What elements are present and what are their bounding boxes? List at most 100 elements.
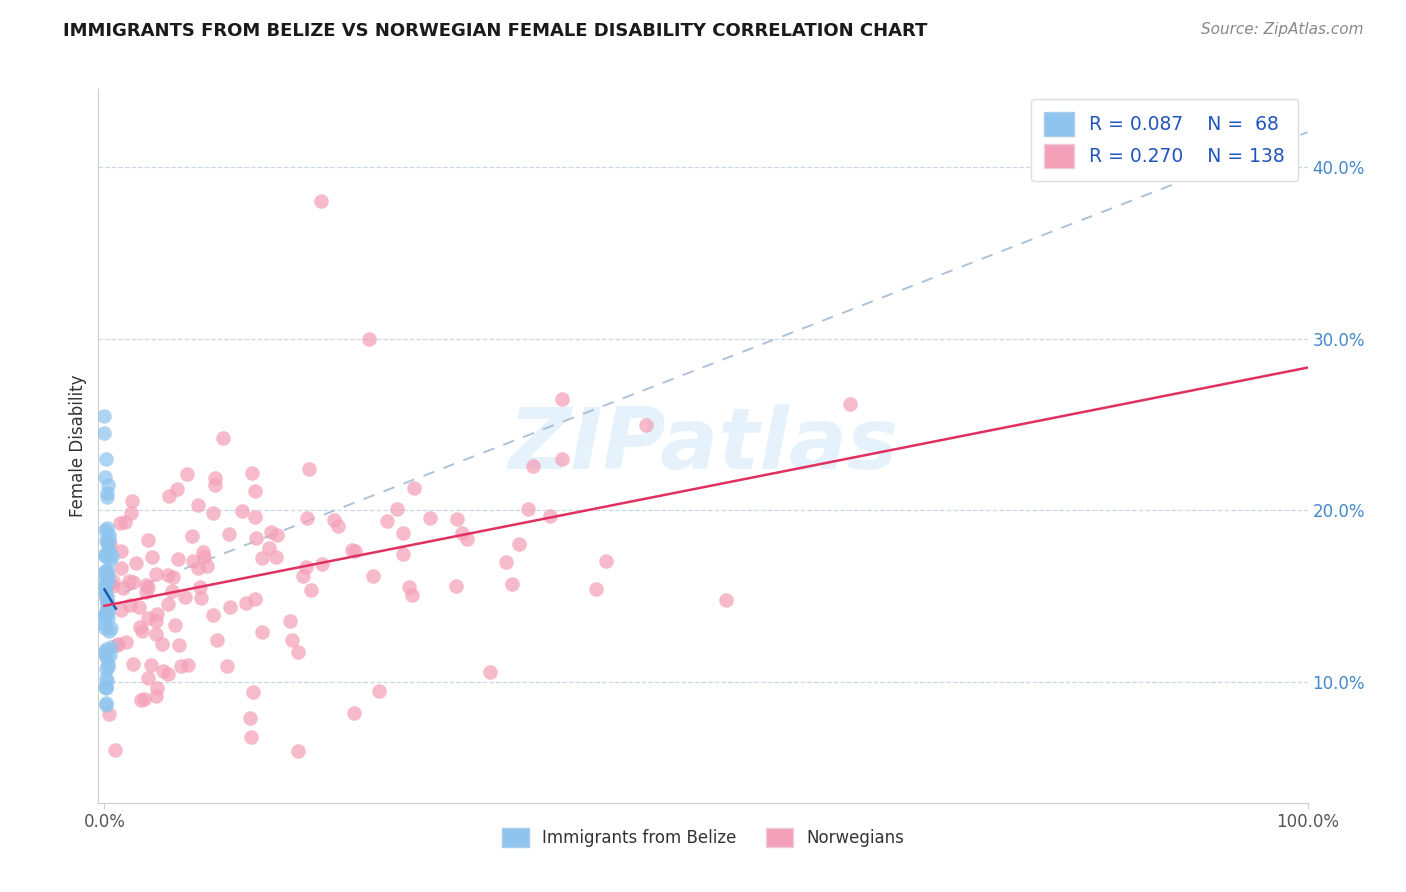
Point: [231, 504, 253, 518]
Point: [145, 614, 167, 628]
Point: [187, 561, 209, 575]
Point: [94, 565, 117, 579]
Point: [114, 515, 136, 529]
Point: [187, 498, 209, 512]
Point: [98, 648, 121, 662]
Point: [96, 549, 118, 564]
Point: [177, 658, 200, 673]
Point: [97, 527, 120, 541]
Point: [181, 529, 204, 543]
Point: [634, 417, 657, 432]
Point: [94, 451, 117, 466]
Point: [94, 564, 117, 578]
Point: [522, 459, 544, 474]
Point: [96, 563, 118, 577]
Point: [193, 544, 215, 558]
Point: [309, 194, 332, 208]
Point: [97, 624, 120, 638]
Point: [344, 544, 367, 558]
Point: [193, 550, 215, 565]
Point: [501, 577, 523, 591]
Point: [202, 506, 225, 520]
Point: [101, 549, 124, 563]
Point: [446, 579, 468, 593]
Point: [122, 575, 145, 590]
Point: [375, 514, 398, 528]
Point: [107, 638, 129, 652]
Point: [162, 583, 184, 598]
Point: [94, 671, 117, 685]
Point: [401, 588, 423, 602]
Point: [93, 610, 115, 624]
Point: [97, 478, 120, 492]
Point: [120, 599, 142, 613]
Point: [94, 567, 117, 582]
Point: [94, 609, 117, 624]
Point: [93, 580, 115, 594]
Point: [96, 596, 118, 610]
Point: [146, 607, 169, 622]
Point: [98, 537, 121, 551]
Point: [367, 684, 389, 698]
Point: [98, 577, 121, 591]
Point: [104, 743, 127, 757]
Point: [94, 662, 117, 676]
Point: [97, 536, 120, 550]
Point: [156, 667, 179, 681]
Point: [243, 483, 266, 498]
Point: [156, 597, 179, 611]
Point: [94, 571, 117, 585]
Point: [96, 568, 118, 582]
Point: [163, 617, 186, 632]
Point: [311, 557, 333, 571]
Point: [94, 648, 117, 663]
Point: [94, 580, 117, 594]
Point: [108, 516, 131, 530]
Point: [97, 657, 120, 671]
Point: [93, 426, 115, 441]
Point: [145, 689, 167, 703]
Point: [204, 470, 226, 484]
Point: [94, 642, 117, 657]
Point: [138, 533, 160, 547]
Point: [212, 431, 235, 445]
Point: [250, 550, 273, 565]
Point: [141, 658, 163, 673]
Point: [100, 621, 122, 635]
Point: [167, 552, 190, 566]
Point: [245, 531, 267, 545]
Point: [173, 590, 195, 604]
Point: [93, 549, 115, 564]
Point: [340, 543, 363, 558]
Point: [132, 692, 155, 706]
Point: [245, 592, 267, 607]
Point: [135, 578, 157, 592]
Point: [508, 537, 530, 551]
Point: [152, 665, 174, 679]
Point: [145, 627, 167, 641]
Point: [145, 567, 167, 582]
Point: [201, 607, 224, 622]
Point: [218, 526, 240, 541]
Point: [94, 622, 117, 636]
Point: [101, 579, 124, 593]
Point: [136, 580, 159, 594]
Point: [170, 659, 193, 673]
Point: [385, 502, 408, 516]
Point: [94, 681, 117, 696]
Point: [419, 511, 441, 525]
Point: [94, 607, 117, 622]
Point: [242, 685, 264, 699]
Point: [219, 599, 242, 614]
Point: [97, 660, 120, 674]
Point: [96, 486, 118, 500]
Point: [96, 490, 118, 504]
Point: [392, 547, 415, 561]
Point: [136, 671, 159, 685]
Point: [118, 574, 141, 588]
Point: [97, 611, 120, 625]
Point: [94, 680, 117, 694]
Point: [110, 561, 132, 575]
Point: [136, 611, 159, 625]
Point: [181, 554, 204, 568]
